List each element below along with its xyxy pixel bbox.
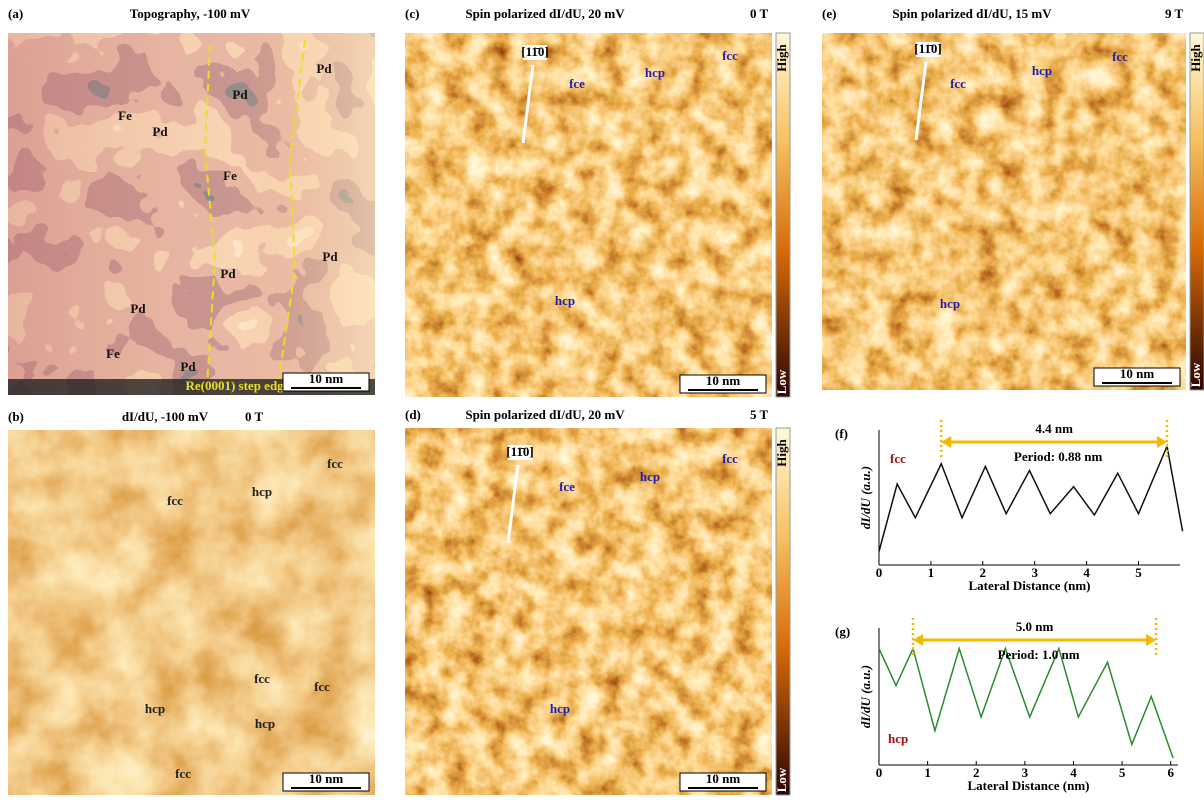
colorbar: [1190, 33, 1204, 390]
region-label: hcp: [252, 484, 272, 499]
region-label: hcp: [645, 65, 665, 80]
x-tick-label: 0: [876, 765, 883, 780]
direction: [11̄0]: [521, 44, 548, 59]
x-tick-label: 5: [1135, 565, 1142, 580]
region-label: fce: [559, 479, 575, 494]
x-tick-label: 1: [924, 765, 931, 780]
field: 5 T: [750, 407, 769, 422]
panel-title: Spin polarized dI/dU, 15 mV: [892, 6, 1052, 21]
scale-bar-label: 10 nm: [309, 371, 343, 386]
x-tick-label: 0: [876, 565, 883, 580]
region-label: fcc: [314, 679, 330, 694]
region-label: Pd: [316, 61, 332, 76]
region-label: fcc: [722, 451, 738, 466]
x-axis-label: Lateral Distance (nm): [967, 778, 1089, 793]
panel-label: (e): [822, 6, 836, 21]
x-tick-label: 5: [1119, 765, 1126, 780]
x-tick-label: 6: [1167, 765, 1174, 780]
stm-image: [8, 430, 375, 795]
panel-label: (g): [835, 624, 850, 639]
field: 9 T: [1165, 6, 1184, 21]
colorbar-low: Low: [1188, 362, 1203, 387]
y-axis-label: dI/dU (a.u.): [858, 665, 873, 728]
region-label: hcp: [940, 296, 960, 311]
caption: Re(0001) step edges: [185, 378, 294, 393]
panel-label: (f): [835, 426, 848, 441]
colorbar-high: High: [774, 44, 789, 72]
region-label: hcp: [1032, 63, 1052, 78]
distance-label: 5.0 nm: [1016, 619, 1054, 634]
region-label: Fe: [223, 168, 237, 183]
region-label: Pd: [180, 359, 196, 374]
region-label: fcc: [254, 671, 270, 686]
region-label: hcp: [555, 293, 575, 308]
colorbar-low: Low: [774, 369, 789, 394]
stm-image: [405, 428, 772, 795]
panel-title: Topography, -100 mV: [130, 6, 251, 21]
region-label: Pd: [130, 301, 146, 316]
region-label: hcp: [640, 469, 660, 484]
panel-title: Spin polarized dI/dU, 20 mV: [465, 407, 625, 422]
region-label: fcc: [1112, 49, 1128, 64]
region-label: Pd: [232, 87, 248, 102]
direction: [11̄0]: [914, 41, 941, 56]
panel-title: Spin polarized dI/dU, 20 mV: [465, 6, 625, 21]
scale-bar-label: 10 nm: [309, 771, 343, 786]
colorbar-high: High: [774, 439, 789, 467]
scale-bar-label: 10 nm: [1120, 366, 1154, 381]
panel-label: (d): [405, 407, 421, 422]
panel-label: (b): [8, 409, 24, 424]
stm-image: [405, 33, 772, 397]
region-label: hcp: [255, 716, 275, 731]
field: 0 T: [750, 6, 769, 21]
region-label: fcc: [950, 76, 966, 91]
region-label: hcp: [145, 701, 165, 716]
period-label: Period: 0.88 nm: [1014, 449, 1103, 464]
x-tick-label: 1: [928, 565, 935, 580]
region-label: Pd: [152, 124, 168, 139]
region-label: fcc: [175, 766, 191, 781]
site-label: fcc: [890, 451, 906, 466]
region-label: Pd: [220, 266, 236, 281]
direction: [11̄0]: [506, 444, 533, 459]
colorbar-low: Low: [774, 767, 789, 792]
image-tint: [8, 33, 375, 395]
distance-label: 4.4 nm: [1035, 421, 1073, 436]
site-label: hcp: [888, 731, 908, 746]
region-label: hcp: [550, 701, 570, 716]
line: [879, 649, 1173, 759]
y-axis-label: dI/dU (a.u.): [858, 466, 873, 529]
region-label: fce: [569, 76, 585, 91]
scale-bar-label: 10 nm: [706, 373, 740, 388]
page: Re(0001) step edges (a) Topography, -100 m…: [0, 0, 1204, 800]
field: 0 T: [245, 409, 264, 424]
figure: Re(0001) step edges (a) Topography, -100 m…: [0, 0, 1204, 800]
region-label: Fe: [118, 108, 132, 123]
panel-title: dI/dU, -100 mV: [122, 409, 209, 424]
region-label: Pd: [322, 249, 338, 264]
panel-label: (a): [8, 6, 23, 21]
colorbar: [776, 428, 790, 795]
panel-label: (c): [405, 6, 419, 21]
region-label: Fe: [106, 346, 120, 361]
colorbar-high: High: [1188, 44, 1203, 72]
x-axis-label: Lateral Distance (nm): [968, 578, 1090, 593]
region-label: fcc: [722, 48, 738, 63]
stm-image: [822, 33, 1186, 390]
colorbar: [776, 33, 790, 397]
period-label: Period: 1.0 nm: [998, 647, 1080, 662]
region-label: fcc: [167, 493, 183, 508]
scale-bar-label: 10 nm: [706, 771, 740, 786]
region-label: fcc: [327, 456, 343, 471]
